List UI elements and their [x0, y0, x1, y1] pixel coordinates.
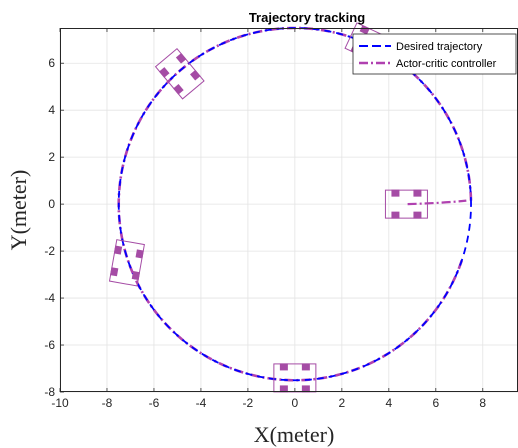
legend-label-actor-critic: Actor-critic controller	[396, 58, 497, 70]
y-axis-label: Y(meter)	[6, 170, 31, 251]
robot-wheel	[413, 189, 422, 197]
x-tick-label: -4	[196, 396, 207, 410]
robot-wheel	[173, 83, 184, 95]
robot-wheel	[131, 271, 141, 281]
y-tick-label: 0	[48, 197, 55, 211]
robot-pose	[108, 239, 145, 287]
robot-pose	[384, 189, 428, 219]
robot-body	[108, 239, 145, 287]
x-tick-label: -6	[149, 396, 160, 410]
chart-title: Trajectory tracking	[249, 10, 365, 25]
x-tick-label: -2	[243, 396, 254, 410]
y-tick-label: -2	[44, 244, 55, 258]
robot-wheel	[175, 52, 187, 64]
robot-wheel	[301, 363, 310, 371]
y-tick-label: 2	[48, 150, 55, 164]
robot-wheel	[359, 24, 370, 35]
x-tick-label: 8	[479, 396, 486, 410]
robot-wheel	[391, 189, 400, 197]
x-tick-label: 0	[292, 396, 299, 410]
x-axis-label: X(meter)	[254, 422, 335, 447]
y-tick-label: 6	[48, 56, 55, 70]
x-tick-label: -8	[102, 396, 113, 410]
robot-wheel	[391, 211, 400, 219]
x-tick-label: 6	[432, 396, 439, 410]
robot-wheel	[135, 249, 144, 259]
robot-wheel	[159, 67, 170, 78]
y-tick-labels: -8 -6 -4 -2 0 2 4 6	[44, 56, 55, 399]
robot-body	[384, 189, 428, 219]
x-tick-label: 4	[385, 396, 392, 410]
plot-frame	[60, 28, 518, 392]
y-tick-label: 4	[48, 103, 55, 117]
x-tick-label: 2	[339, 396, 346, 410]
robot-wheel	[301, 385, 310, 393]
x-tick-label: -10	[51, 396, 69, 410]
legend: Desired trajectory Actor-critic controll…	[352, 33, 517, 75]
y-tick-label: -4	[44, 291, 55, 305]
robot-wheel	[279, 385, 288, 393]
legend-label-desired: Desired trajectory	[396, 41, 483, 53]
robot-wheel	[279, 363, 288, 371]
robot-wheel	[413, 211, 422, 219]
grid	[59, 28, 518, 393]
series-actor-critic-start	[407, 199, 467, 206]
x-tick-labels: -10 -8 -6 -4 -2 0 2 4 6 8	[51, 396, 486, 410]
robot-pose	[154, 47, 205, 100]
robot-wheel	[113, 245, 123, 255]
legend-box	[352, 33, 517, 75]
robot-wheel	[110, 267, 119, 277]
robot-wheel	[190, 69, 201, 81]
y-tick-label: -8	[44, 385, 55, 399]
robot-poses	[108, 22, 428, 393]
robot-body	[154, 47, 205, 100]
y-tick-label: -6	[44, 338, 55, 352]
